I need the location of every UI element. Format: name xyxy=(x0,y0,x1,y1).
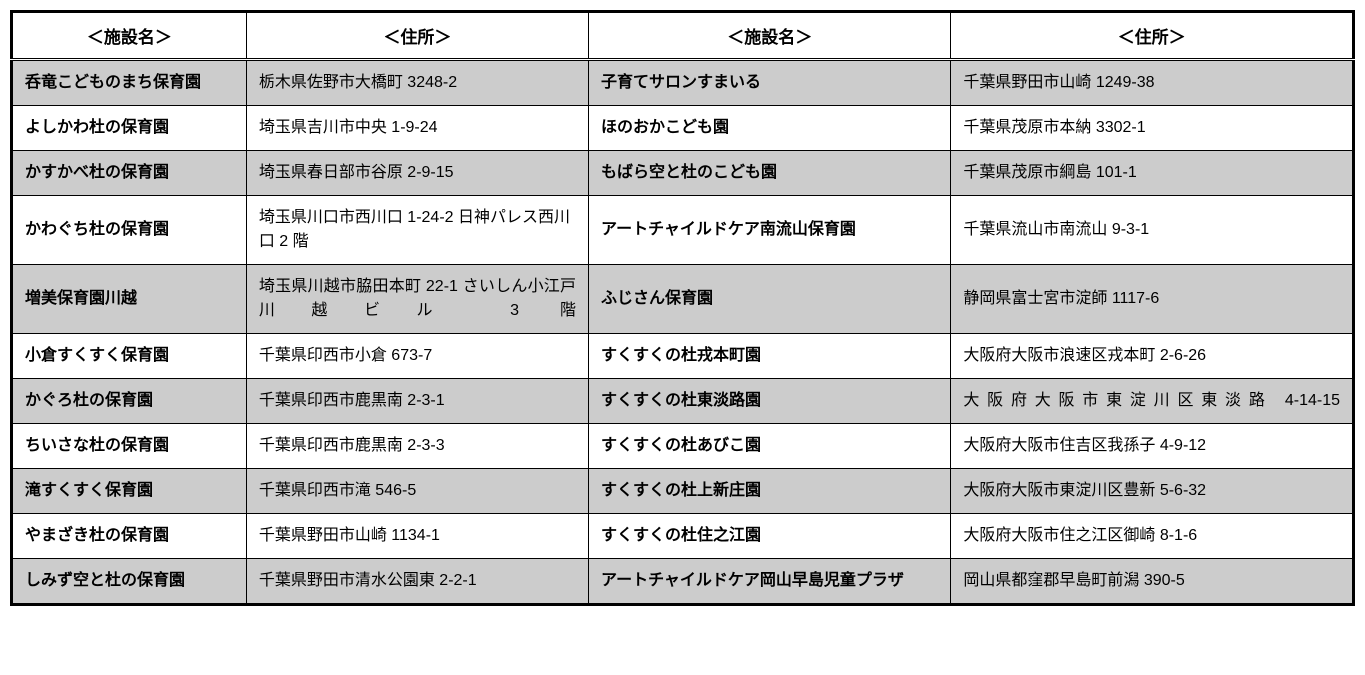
header-address-right: ＜住所＞ xyxy=(951,12,1354,60)
address-cell: 千葉県印西市滝 546-5 xyxy=(246,469,588,514)
address-cell: 栃木県佐野市大橋町 3248-2 xyxy=(246,60,588,106)
table-row: かぐろ杜の保育園千葉県印西市鹿黒南 2-3-1すくすくの杜東淡路園大阪府大阪市東… xyxy=(12,379,1354,424)
facility-name-cell: 滝すくすく保育園 xyxy=(12,469,247,514)
facility-name-cell: アートチャイルドケア南流山保育園 xyxy=(589,196,951,265)
facility-name-cell: かぐろ杜の保育園 xyxy=(12,379,247,424)
address-cell: 大阪府大阪市浪速区戎本町 2-6-26 xyxy=(951,334,1354,379)
table-row: 呑竜こどものまち保育園栃木県佐野市大橋町 3248-2子育てサロンすまいる千葉県… xyxy=(12,60,1354,106)
facility-name-cell: ちいさな杜の保育園 xyxy=(12,424,247,469)
facility-name-cell: すくすくの杜住之江園 xyxy=(589,514,951,559)
facility-name-cell: しみず空と杜の保育園 xyxy=(12,559,247,605)
facility-name-cell: 子育てサロンすまいる xyxy=(589,60,951,106)
header-facility-name-left: ＜施設名＞ xyxy=(12,12,247,60)
table-row: しみず空と杜の保育園千葉県野田市清水公園東 2-2-1アートチャイルドケア岡山早… xyxy=(12,559,1354,605)
address-cell: 千葉県流山市南流山 9-3-1 xyxy=(951,196,1354,265)
address-cell: 埼玉県春日部市谷原 2-9-15 xyxy=(246,151,588,196)
facility-name-cell: 小倉すくすく保育園 xyxy=(12,334,247,379)
address-cell: 千葉県茂原市本納 3302-1 xyxy=(951,106,1354,151)
facility-name-cell: すくすくの杜あびこ園 xyxy=(589,424,951,469)
facility-name-cell: すくすくの杜東淡路園 xyxy=(589,379,951,424)
facility-name-cell: 呑竜こどものまち保育園 xyxy=(12,60,247,106)
table-row: 滝すくすく保育園千葉県印西市滝 546-5すくすくの杜上新庄園大阪府大阪市東淀川… xyxy=(12,469,1354,514)
table-row: やまざき杜の保育園千葉県野田市山崎 1134-1すくすくの杜住之江園大阪府大阪市… xyxy=(12,514,1354,559)
table-header-row: ＜施設名＞ ＜住所＞ ＜施設名＞ ＜住所＞ xyxy=(12,12,1354,60)
facility-name-cell: ふじさん保育園 xyxy=(589,265,951,334)
table-row: かすかべ杜の保育園埼玉県春日部市谷原 2-9-15もばら空と杜のこども園千葉県茂… xyxy=(12,151,1354,196)
address-cell: 大阪府大阪市東淀川区豊新 5-6-32 xyxy=(951,469,1354,514)
facility-name-cell: よしかわ杜の保育園 xyxy=(12,106,247,151)
address-cell: 埼玉県吉川市中央 1-9-24 xyxy=(246,106,588,151)
table-row: よしかわ杜の保育園埼玉県吉川市中央 1-9-24ほのおかこども園千葉県茂原市本納… xyxy=(12,106,1354,151)
address-cell: 大阪府大阪市住吉区我孫子 4-9-12 xyxy=(951,424,1354,469)
facility-name-cell: すくすくの杜上新庄園 xyxy=(589,469,951,514)
address-cell: 千葉県印西市鹿黒南 2-3-1 xyxy=(246,379,588,424)
facility-name-cell: すくすくの杜戎本町園 xyxy=(589,334,951,379)
table-row: ちいさな杜の保育園千葉県印西市鹿黒南 2-3-3すくすくの杜あびこ園大阪府大阪市… xyxy=(12,424,1354,469)
address-cell: 千葉県野田市清水公園東 2-2-1 xyxy=(246,559,588,605)
header-facility-name-right: ＜施設名＞ xyxy=(589,12,951,60)
address-cell: 千葉県野田市山崎 1134-1 xyxy=(246,514,588,559)
table-row: かわぐち杜の保育園埼玉県川口市西川口 1-24-2 日神パレス西川口 2 階アー… xyxy=(12,196,1354,265)
address-cell: 埼玉県川越市脇田本町 22-1 さいしん小江戸川越ビル 3 階 xyxy=(246,265,588,334)
address-cell: 大阪府大阪市東淀川区東淡路 4-14-15 xyxy=(951,379,1354,424)
facility-table: ＜施設名＞ ＜住所＞ ＜施設名＞ ＜住所＞ 呑竜こどものまち保育園栃木県佐野市大… xyxy=(10,10,1355,606)
facility-name-cell: アートチャイルドケア岡山早島児童プラザ xyxy=(589,559,951,605)
facility-name-cell: かわぐち杜の保育園 xyxy=(12,196,247,265)
facility-name-cell: もばら空と杜のこども園 xyxy=(589,151,951,196)
facility-name-cell: 増美保育園川越 xyxy=(12,265,247,334)
address-cell: 千葉県印西市小倉 673-7 xyxy=(246,334,588,379)
table-row: 小倉すくすく保育園千葉県印西市小倉 673-7すくすくの杜戎本町園大阪府大阪市浪… xyxy=(12,334,1354,379)
address-cell: 千葉県野田市山崎 1249-38 xyxy=(951,60,1354,106)
table-row: 増美保育園川越埼玉県川越市脇田本町 22-1 さいしん小江戸川越ビル 3 階ふじ… xyxy=(12,265,1354,334)
address-cell: 千葉県印西市鹿黒南 2-3-3 xyxy=(246,424,588,469)
facility-name-cell: やまざき杜の保育園 xyxy=(12,514,247,559)
header-address-left: ＜住所＞ xyxy=(246,12,588,60)
facility-name-cell: ほのおかこども園 xyxy=(589,106,951,151)
address-cell: 大阪府大阪市住之江区御崎 8-1-6 xyxy=(951,514,1354,559)
facility-name-cell: かすかべ杜の保育園 xyxy=(12,151,247,196)
address-cell: 岡山県都窪郡早島町前潟 390-5 xyxy=(951,559,1354,605)
address-cell: 千葉県茂原市綱島 101-1 xyxy=(951,151,1354,196)
address-cell: 埼玉県川口市西川口 1-24-2 日神パレス西川口 2 階 xyxy=(246,196,588,265)
address-cell: 静岡県富士宮市淀師 1117-6 xyxy=(951,265,1354,334)
